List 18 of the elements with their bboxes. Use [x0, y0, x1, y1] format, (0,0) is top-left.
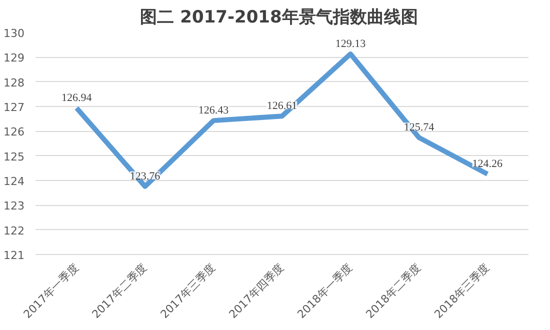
y-tick-label: 130	[4, 27, 25, 40]
data-label: 126.43	[198, 104, 230, 117]
y-tick-label: 128	[4, 76, 25, 90]
data-label: 125.74	[404, 122, 435, 134]
data-label: 126.94	[61, 92, 92, 104]
data-label: 126.61	[266, 100, 298, 112]
y-tick-label: 123	[4, 200, 25, 213]
chart-title: 图二 2017-2018年景气指数曲线图	[140, 8, 418, 28]
y-tick-label: 124	[4, 175, 25, 188]
data-label: 123.76	[130, 170, 161, 182]
y-tick-label: 127	[4, 101, 25, 114]
y-tick-label: 126	[4, 126, 25, 139]
data-label: 124.26	[472, 158, 504, 170]
y-tick-label: 129	[4, 52, 25, 65]
y-tick-label: 121	[4, 249, 25, 262]
y-tick-label: 125	[4, 150, 25, 164]
y-tick-label: 122	[4, 224, 25, 238]
data-label: 129.13	[335, 38, 366, 50]
